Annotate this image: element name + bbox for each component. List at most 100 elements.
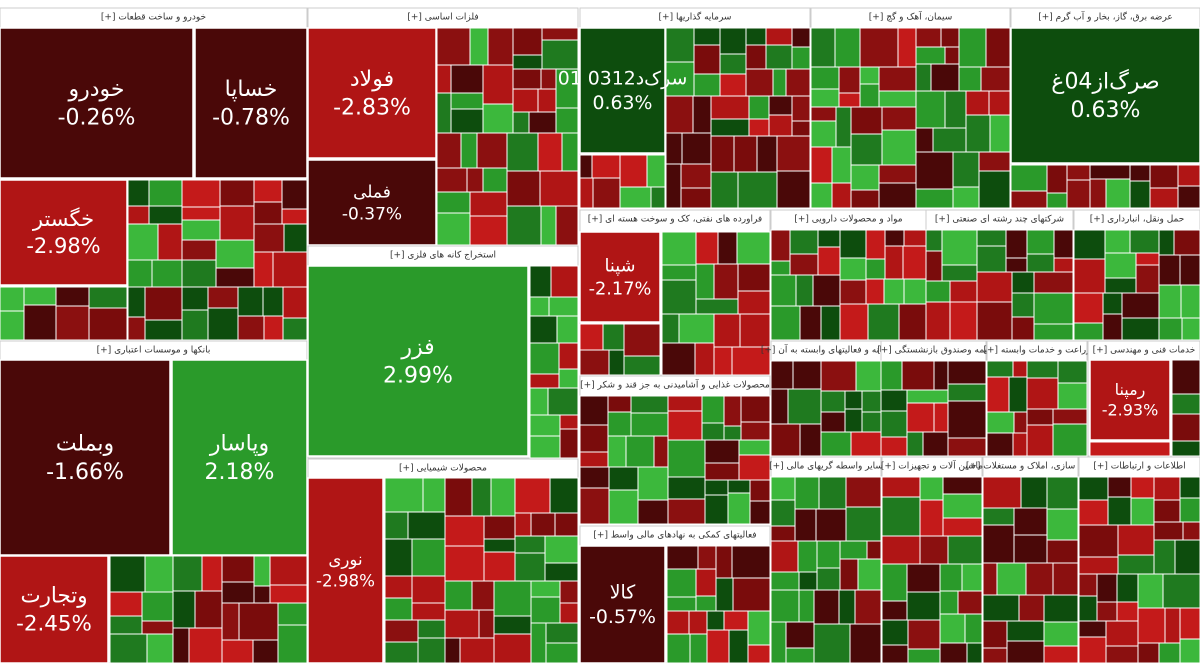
filler-tile (768, 114, 793, 137)
filler-tile (554, 512, 579, 537)
filler-tile (810, 66, 840, 90)
filler-tile (1026, 424, 1054, 457)
filler-tile (666, 545, 699, 570)
filler-tile (1020, 476, 1048, 509)
tile-value: -2.83% (333, 95, 411, 120)
filler-tile (907, 619, 941, 650)
tile-label: صرگ‌از04غ (1051, 68, 1159, 94)
filler-tile (776, 170, 811, 209)
filler-tile (982, 507, 1015, 526)
filler-tile (529, 373, 560, 389)
filler-tile (417, 619, 446, 639)
filler-tile (1158, 642, 1181, 663)
filler-tile (878, 164, 917, 184)
filler-tile (768, 95, 793, 116)
filler-tile (207, 286, 239, 309)
group: مواد و محصولات دارویی [+] (770, 209, 927, 341)
filler-tile (933, 360, 949, 391)
filler-tile (838, 66, 861, 94)
filler-tile (1026, 408, 1054, 426)
filler-tile (952, 151, 980, 188)
filler-tile (1026, 377, 1059, 410)
filler-tile (678, 313, 715, 344)
filler-tile (181, 286, 209, 311)
filler-tile (1073, 229, 1106, 260)
filler-tile (514, 512, 532, 537)
tile-label: وتجارت (20, 584, 87, 609)
filler-tile (1137, 573, 1164, 609)
filler-tile (810, 27, 836, 68)
filler-tile (881, 600, 908, 621)
filler-tile (883, 278, 905, 305)
filler-tile (127, 179, 150, 207)
filler-tile (0, 286, 25, 312)
group: استخراج کانه های فلزی [+] فزر 2.99% (307, 245, 579, 459)
filler-tile (1104, 277, 1137, 294)
filler-tile (436, 212, 471, 246)
filler-tile (770, 621, 787, 663)
filler-tile (845, 506, 882, 542)
filler-tile (810, 120, 837, 148)
filler-tile (745, 27, 767, 46)
filler-tile (732, 577, 771, 612)
filler-tile (878, 182, 917, 209)
filler-tile (1171, 393, 1200, 415)
group-header: زراعت و خدمات وابسته [+] (984, 346, 1091, 356)
filler-tile (450, 92, 484, 110)
filler-tile (925, 301, 951, 341)
tile-value: 0.63% (1071, 98, 1141, 123)
filler-tile (727, 492, 751, 525)
filler-tile (749, 479, 771, 502)
filler-tile (1043, 621, 1079, 647)
filler-tile (816, 567, 841, 591)
filler-tile (1078, 524, 1119, 558)
filler-tile (619, 186, 652, 209)
filler-tile (272, 251, 308, 288)
tile-label: وبملت (56, 431, 114, 456)
filler-tile (727, 479, 751, 494)
filler-tile (986, 376, 1010, 413)
filler-tile (109, 615, 143, 635)
filler-tile (1181, 317, 1200, 341)
group-header: اطلاعات و ارتباطات [+] (1093, 462, 1185, 472)
filler-tile (109, 591, 143, 617)
filler-tile (514, 552, 546, 582)
filler-tile (181, 179, 221, 208)
filler-tile (1105, 620, 1139, 647)
filler-tile (1179, 476, 1200, 499)
filler-tile (141, 591, 174, 622)
filler-tile (512, 111, 530, 134)
filler-tile (1182, 521, 1200, 541)
tile-label: نوری (328, 550, 362, 569)
filler-tile (770, 589, 800, 623)
filler-tile (1149, 187, 1179, 209)
filler-tile (715, 545, 733, 579)
filler-tile (789, 253, 819, 276)
filler-tile (237, 315, 265, 341)
group-header: عرضه برق، گاز، بخار و آب گرم [+] (1038, 11, 1173, 23)
filler-tile (915, 90, 946, 129)
filler-tile (109, 633, 148, 663)
filler-tile (906, 591, 941, 621)
filler-tile (1104, 252, 1137, 279)
group: بانکها و موسسات اعتباری [+] وبملت -1.66% وپ… (0, 340, 308, 663)
filler-tile (493, 633, 532, 663)
filler-tile (1117, 524, 1155, 556)
filler-tile (483, 551, 516, 582)
filler-tile (820, 390, 846, 413)
filler-tile (148, 179, 183, 207)
filler-tile (1026, 360, 1059, 379)
filler-tile (1046, 192, 1068, 209)
filler-tile (1135, 252, 1160, 266)
filler-tile (844, 390, 863, 410)
filler-tile (694, 342, 715, 376)
group-header: سیمان، آهک و گچ [+] (869, 11, 952, 23)
filler-tile (881, 476, 921, 498)
filler-tile (812, 274, 841, 307)
filler-tile (1179, 254, 1200, 286)
filler-tile (736, 231, 771, 265)
group-header: سرمایه گذاریها [+] (659, 11, 732, 23)
filler-tile (450, 108, 484, 134)
filler-tile (665, 27, 695, 63)
filler-tile (976, 271, 1013, 303)
